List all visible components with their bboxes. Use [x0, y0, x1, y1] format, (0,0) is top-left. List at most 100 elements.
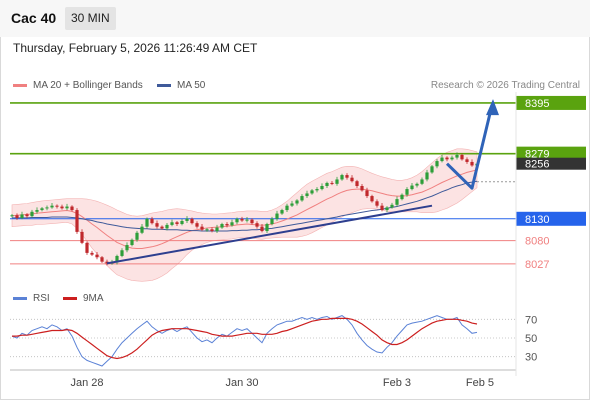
candle-body: [40, 208, 44, 211]
candle-body: [250, 219, 254, 224]
candle-body: [315, 189, 319, 191]
level-label-8027: 8027: [525, 259, 549, 271]
legend-rsi-label: RSI: [33, 293, 50, 304]
level-label-8395: 8395: [525, 98, 549, 110]
candle-body: [455, 154, 459, 158]
forecast-arrow: [445, 104, 494, 190]
forecast-arrowhead: [486, 99, 499, 116]
candle-body: [380, 205, 384, 211]
candle-body: [300, 196, 304, 201]
candle-body: [145, 218, 149, 227]
candle-body: [120, 250, 124, 256]
candle-body: [420, 179, 424, 184]
candle-body: [220, 224, 224, 228]
bollinger-band: [11, 148, 478, 282]
candle-body: [155, 223, 159, 227]
level-label-8080: 8080: [525, 236, 549, 248]
candle-body: [205, 229, 209, 231]
candle-body: [335, 179, 339, 184]
candle-body: [285, 205, 289, 211]
candle-body: [295, 200, 299, 204]
candle-body: [20, 214, 24, 218]
interval-button[interactable]: 30 MIN: [65, 7, 116, 30]
candle-body: [320, 186, 324, 190]
legend-ma50-swatch: [157, 84, 171, 87]
candle-body: [350, 177, 354, 182]
candle-body: [115, 255, 119, 263]
candle-body: [375, 201, 379, 206]
candle-body: [410, 185, 414, 190]
candle-body: [265, 224, 269, 232]
rsi-line: [11, 315, 478, 367]
candle-body: [465, 159, 469, 162]
timestamp: Thursday, February 5, 2026 11:26:49 AM C…: [13, 41, 258, 55]
x-tick-label: Feb 3: [383, 377, 411, 389]
legend-9ma-swatch: [63, 297, 77, 300]
candle-body: [50, 205, 54, 208]
candle-body: [125, 245, 129, 251]
candle-body: [195, 223, 199, 227]
candle-body: [80, 231, 84, 243]
x-tick-label: Jan 30: [225, 377, 258, 389]
candle-body: [35, 210, 39, 212]
candle-body: [460, 154, 464, 160]
candle-body: [425, 172, 429, 180]
symbol-title: Cac 40: [11, 10, 57, 26]
legend-ma20: MA 20 + Bollinger Bands: [13, 80, 143, 91]
candle-body: [30, 211, 34, 217]
candle-body: [190, 218, 194, 224]
candle-body: [200, 226, 204, 230]
candle-body: [445, 157, 449, 160]
legend-ma50-label: MA 50: [177, 80, 206, 91]
candle-body: [370, 196, 374, 202]
candle-body: [290, 203, 294, 206]
level-tag-8279: [516, 146, 586, 161]
candle-body: [90, 252, 94, 255]
candle-body: [355, 181, 359, 186]
last-price-tag: [516, 157, 586, 170]
ma50-line: [12, 180, 478, 232]
candle-body: [140, 226, 144, 233]
candles: [10, 152, 479, 266]
candle-body: [395, 199, 399, 205]
candle-body: [70, 206, 74, 211]
rsi-tick-label-30: 30: [525, 352, 537, 364]
candle-body: [255, 223, 259, 227]
candle-body: [385, 207, 389, 211]
candle-body: [440, 157, 444, 162]
rsi-tick-label-50: 50: [525, 333, 537, 345]
x-tick-label: Feb 5: [466, 377, 494, 389]
x-tick-label: Jan 28: [70, 377, 103, 389]
candle-body: [405, 189, 409, 195]
candle-body: [65, 206, 69, 209]
candle-body: [450, 157, 454, 160]
legend-ma20-swatch: [13, 84, 27, 87]
candle-body: [210, 229, 214, 232]
candle-body: [470, 161, 474, 166]
candle-body: [235, 218, 239, 223]
candle-body: [260, 226, 264, 232]
candle-body: [275, 213, 279, 219]
legend-ma50: MA 50: [157, 80, 205, 91]
legend-9ma: 9MA: [63, 293, 104, 304]
candle-body: [435, 161, 439, 167]
candle-body: [330, 182, 334, 184]
candle-body: [135, 232, 139, 240]
candle-body: [150, 218, 154, 224]
candle-body: [85, 242, 89, 253]
candle-body: [75, 210, 79, 232]
candle-body: [305, 193, 309, 197]
candle-body: [430, 166, 434, 173]
candle-body: [270, 218, 274, 225]
candle-body: [345, 175, 349, 178]
candle-body: [15, 215, 19, 218]
candle-body: [25, 214, 29, 217]
candle-body: [340, 175, 344, 180]
candle-body: [230, 222, 234, 226]
candle-body: [60, 206, 64, 209]
candle-body: [165, 224, 169, 229]
candle-body: [400, 194, 404, 200]
candle-body: [160, 226, 164, 229]
candle-body: [310, 190, 314, 194]
